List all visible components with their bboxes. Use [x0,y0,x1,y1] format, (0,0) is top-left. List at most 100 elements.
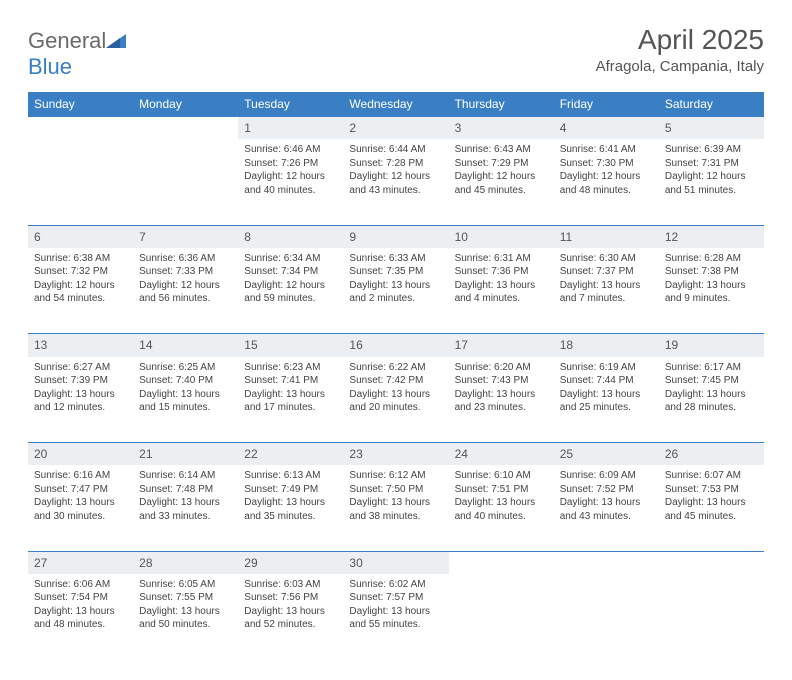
weekday-header-row: SundayMondayTuesdayWednesdayThursdayFrid… [28,92,764,117]
day-content-row: Sunrise: 6:46 AMSunset: 7:26 PM Daylight:… [28,139,764,225]
daylight-text: Daylight: 13 hours and 38 minutes. [349,496,442,523]
day-number-cell: 4 [554,117,659,140]
day-number-cell: 20 [28,443,133,466]
sunset-text: Sunset: 7:34 PM [244,265,337,279]
daylight-text: Daylight: 13 hours and 55 minutes. [349,605,442,632]
day-number-cell: 13 [28,334,133,357]
day-content-cell: Sunrise: 6:16 AMSunset: 7:47 PMDaylight:… [28,465,133,551]
weekday-header: Saturday [659,92,764,117]
daylight-text: Daylight: 13 hours and 30 minutes. [34,496,127,523]
sunset-text: Sunset: 7:36 PM [455,265,548,279]
daylight-text: Daylight: 13 hours and 28 minutes. [665,388,758,415]
day-content-cell: Sunrise: 6:03 AMSunset: 7:56 PMDaylight:… [238,574,343,660]
daylight-text: Daylight: 12 hours and 48 minutes. [560,170,653,197]
day-content-row: Sunrise: 6:16 AMSunset: 7:47 PMDaylight:… [28,465,764,551]
sunset-text: Sunset: 7:41 PM [244,374,337,388]
sunrise-text: Sunrise: 6:20 AM [455,361,548,375]
logo-text-general: General [28,28,106,53]
daylight-text: Daylight: 13 hours and 23 minutes. [455,388,548,415]
sunrise-text: Sunrise: 6:09 AM [560,469,653,483]
sunrise-text: Sunrise: 6:07 AM [665,469,758,483]
sunset-text: Sunset: 7:50 PM [349,483,442,497]
logo-triangle-icon [106,28,126,54]
sunrise-text: Sunrise: 6:36 AM [139,252,232,266]
sunset-text: Sunset: 7:28 PM [349,157,442,171]
day-content-cell [659,574,764,660]
daylight-text: Daylight: 12 hours and 45 minutes. [455,170,548,197]
daylight-text: Daylight: 12 hours and 54 minutes. [34,279,127,306]
daylight-text: Daylight: 13 hours and 33 minutes. [139,496,232,523]
day-content-cell [28,139,133,225]
day-number-cell: 16 [343,334,448,357]
sunrise-text: Sunrise: 6:03 AM [244,578,337,592]
day-number-cell: 29 [238,551,343,574]
daylight-text: Daylight: 12 hours and 51 minutes. [665,170,758,197]
day-content-cell: Sunrise: 6:28 AMSunset: 7:38 PMDaylight:… [659,248,764,334]
page-title: April 2025 [596,24,764,56]
day-content-cell: Sunrise: 6:20 AMSunset: 7:43 PMDaylight:… [449,357,554,443]
sunrise-text: Sunrise: 6:16 AM [34,469,127,483]
sunrise-text: Sunrise: 6:43 AM [455,143,548,157]
sunrise-text: Sunrise: 6:27 AM [34,361,127,375]
day-number-cell [659,551,764,574]
day-content-cell: Sunrise: 6:44 AMSunset: 7:28 PMDaylight:… [343,139,448,225]
day-number-cell: 8 [238,225,343,248]
sunset-text: Sunset: 7:40 PM [139,374,232,388]
sunset-text: Sunset: 7:54 PM [34,591,127,605]
day-number-cell: 24 [449,443,554,466]
sunrise-text: Sunrise: 6:17 AM [665,361,758,375]
sunrise-text: Sunrise: 6:13 AM [244,469,337,483]
daylight-text: Daylight: 12 hours and 43 minutes. [349,170,442,197]
sunrise-text: Sunrise: 6:46 AM [244,143,337,157]
sunrise-text: Sunrise: 6:39 AM [665,143,758,157]
sunset-text: Sunset: 7:32 PM [34,265,127,279]
daylight-text: Daylight: 12 hours and 59 minutes. [244,279,337,306]
day-content-cell: Sunrise: 6:46 AMSunset: 7:26 PMDaylight:… [238,139,343,225]
day-number-cell: 27 [28,551,133,574]
day-number-cell: 6 [28,225,133,248]
day-content-cell: Sunrise: 6:23 AMSunset: 7:41 PMDaylight:… [238,357,343,443]
day-content-cell: Sunrise: 6:14 AMSunset: 7:48 PMDaylight:… [133,465,238,551]
header: GeneralBlue April 2025 Afragola, Campani… [28,24,764,80]
sunrise-text: Sunrise: 6:06 AM [34,578,127,592]
day-number-cell [28,117,133,140]
day-content-cell: Sunrise: 6:05 AMSunset: 7:55 PMDaylight:… [133,574,238,660]
sunrise-text: Sunrise: 6:05 AM [139,578,232,592]
sunrise-text: Sunrise: 6:41 AM [560,143,653,157]
day-number-cell: 1 [238,117,343,140]
calendar-table: SundayMondayTuesdayWednesdayThursdayFrid… [28,92,764,660]
sunset-text: Sunset: 7:38 PM [665,265,758,279]
sunset-text: Sunset: 7:29 PM [455,157,548,171]
sunset-text: Sunset: 7:52 PM [560,483,653,497]
sunrise-text: Sunrise: 6:10 AM [455,469,548,483]
sunset-text: Sunset: 7:49 PM [244,483,337,497]
day-number-cell: 25 [554,443,659,466]
daylight-text: Daylight: 13 hours and 12 minutes. [34,388,127,415]
day-content-cell: Sunrise: 6:17 AMSunset: 7:45 PMDaylight:… [659,357,764,443]
day-content-cell [449,574,554,660]
daylight-text: Daylight: 13 hours and 50 minutes. [139,605,232,632]
sunrise-text: Sunrise: 6:33 AM [349,252,442,266]
sunset-text: Sunset: 7:55 PM [139,591,232,605]
sunset-text: Sunset: 7:26 PM [244,157,337,171]
daylight-text: Daylight: 13 hours and 9 minutes. [665,279,758,306]
day-number-cell: 9 [343,225,448,248]
weekday-header: Monday [133,92,238,117]
day-content-cell: Sunrise: 6:43 AMSunset: 7:29 PMDaylight:… [449,139,554,225]
day-content-row: Sunrise: 6:27 AMSunset: 7:39 PMDaylight:… [28,357,764,443]
day-number-cell: 18 [554,334,659,357]
daylight-text: Daylight: 13 hours and 17 minutes. [244,388,337,415]
day-number-row: 6789101112 [28,225,764,248]
weekday-header: Wednesday [343,92,448,117]
day-content-cell: Sunrise: 6:09 AMSunset: 7:52 PMDaylight:… [554,465,659,551]
sunset-text: Sunset: 7:42 PM [349,374,442,388]
day-number-row: 12345 [28,117,764,140]
daylight-text: Daylight: 13 hours and 35 minutes. [244,496,337,523]
sunset-text: Sunset: 7:43 PM [455,374,548,388]
weekday-header: Friday [554,92,659,117]
sunrise-text: Sunrise: 6:31 AM [455,252,548,266]
day-number-cell: 21 [133,443,238,466]
day-number-cell: 12 [659,225,764,248]
day-content-cell: Sunrise: 6:19 AMSunset: 7:44 PMDaylight:… [554,357,659,443]
sunrise-text: Sunrise: 6:14 AM [139,469,232,483]
